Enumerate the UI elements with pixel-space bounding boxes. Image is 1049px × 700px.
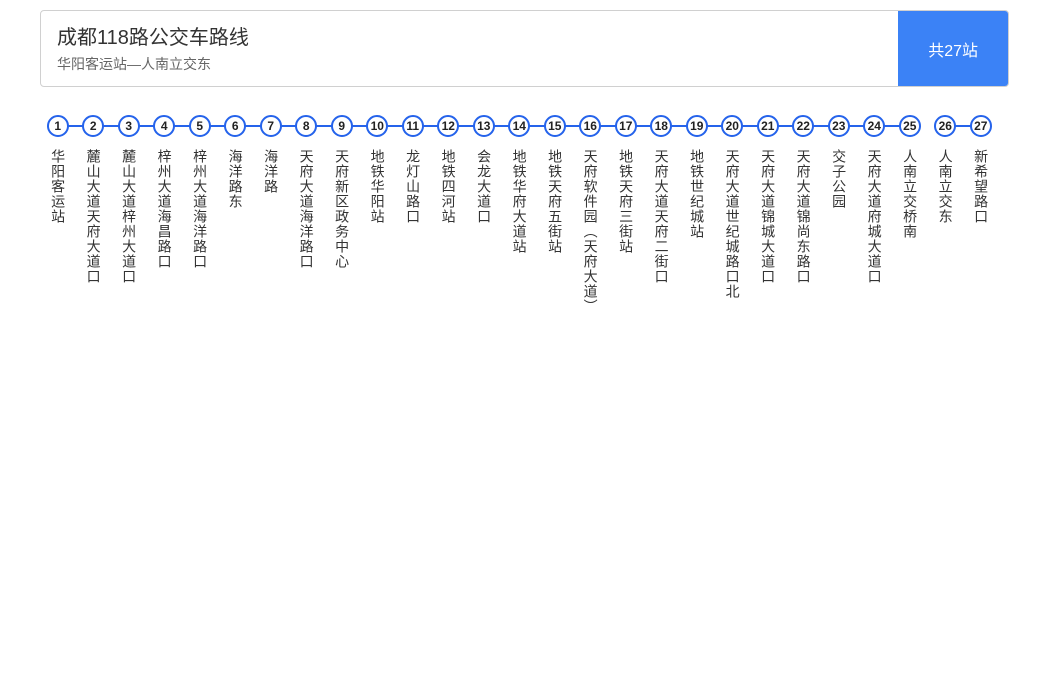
station-number: 10 <box>366 115 388 137</box>
station-number: 24 <box>863 115 885 137</box>
station[interactable]: 9 天府新区政务中心 <box>324 115 360 314</box>
station[interactable]: 19 地铁世纪城站 <box>679 115 715 314</box>
station-number: 2 <box>82 115 104 137</box>
station-count-badge: 共27站 <box>898 11 1008 86</box>
station-number: 9 <box>331 115 353 137</box>
station[interactable]: 10 地铁华阳站 <box>360 115 396 314</box>
station-number: 16 <box>579 115 601 137</box>
station-number: 11 <box>402 115 424 137</box>
station-number: 14 <box>508 115 530 137</box>
station[interactable]: 6 海洋路东 <box>218 115 254 314</box>
station[interactable]: 5 梓州大道海洋路口 <box>182 115 218 314</box>
station[interactable]: 8 天府大道海洋路口 <box>289 115 325 314</box>
station-number: 15 <box>544 115 566 137</box>
station-number: 19 <box>686 115 708 137</box>
station-name: 麓山大道梓州大道口 <box>120 149 137 284</box>
station[interactable]: 3 麓山大道梓州大道口 <box>111 115 147 314</box>
station[interactable]: 17 地铁天府三街站 <box>608 115 644 314</box>
station-name: 天府大道府城大道口 <box>866 149 883 284</box>
station-name: 华阳客运站 <box>49 149 66 224</box>
route-header-left: 成都118路公交车路线 华阳客运站—人南立交东 <box>41 11 898 86</box>
station-number: 18 <box>650 115 672 137</box>
station-name: 龙灯山路口 <box>404 149 421 224</box>
station[interactable]: 7 海洋路 <box>253 115 289 314</box>
station-name: 地铁华府大道站 <box>511 149 528 254</box>
station-name: 地铁华阳站 <box>369 149 386 224</box>
station-node-wrap: 1 <box>40 115 76 137</box>
station[interactable]: 18 天府大道天府二街口 <box>644 115 680 314</box>
station[interactable]: 12 地铁四河站 <box>431 115 467 314</box>
station-name: 天府大道世纪城路口北 <box>724 149 741 299</box>
station-number: 26 <box>934 115 956 137</box>
station-number: 12 <box>437 115 459 137</box>
station[interactable]: 26 人南立交东 <box>928 115 964 314</box>
station[interactable]: 1 华阳客运站 <box>40 115 76 314</box>
station[interactable]: 15 地铁天府五街站 <box>537 115 573 314</box>
station-name: 海洋路东 <box>227 149 244 209</box>
station[interactable]: 11 龙灯山路口 <box>395 115 431 314</box>
station[interactable]: 24 天府大道府城大道口 <box>857 115 893 314</box>
station-number: 13 <box>473 115 495 137</box>
station[interactable]: 23 交子公园 <box>821 115 857 314</box>
station-name: 会龙大道口 <box>475 149 492 224</box>
station-number: 8 <box>295 115 317 137</box>
station-name: 天府大道锦尚东路口 <box>795 149 812 284</box>
station-number: 25 <box>899 115 921 137</box>
station[interactable]: 2 麓山大道天府大道口 <box>76 115 112 314</box>
station-name: 地铁天府三街站 <box>617 149 634 254</box>
station-name: 梓州大道海洋路口 <box>191 149 208 269</box>
station-name: 天府大道天府二街口 <box>653 149 670 284</box>
station-number: 22 <box>792 115 814 137</box>
route-header: 成都118路公交车路线 华阳客运站—人南立交东 共27站 <box>40 10 1009 87</box>
station-name: 天府新区政务中心 <box>333 149 350 269</box>
route-title: 成都118路公交车路线 <box>57 21 882 50</box>
station-number: 1 <box>47 115 69 137</box>
station-name: 交子公园 <box>830 149 847 209</box>
station-name: 人南立交桥南 <box>901 149 918 239</box>
station-number: 17 <box>615 115 637 137</box>
station-number: 21 <box>757 115 779 137</box>
station-name: 梓州大道海昌路口 <box>156 149 173 269</box>
station[interactable]: 25 人南立交桥南 <box>892 115 928 314</box>
station-number: 5 <box>189 115 211 137</box>
station[interactable]: 22 天府大道锦尚东路口 <box>786 115 822 314</box>
station-name: 地铁四河站 <box>440 149 457 224</box>
station-number: 27 <box>970 115 992 137</box>
station-number: 6 <box>224 115 246 137</box>
station-name: 麓山大道天府大道口 <box>85 149 102 284</box>
station-name: 海洋路 <box>262 149 279 194</box>
station[interactable]: 14 地铁华府大道站 <box>502 115 538 314</box>
station-node-wrap: 26 <box>928 115 964 137</box>
station-number: 4 <box>153 115 175 137</box>
station[interactable]: 13 会龙大道口 <box>466 115 502 314</box>
route-map: 1 华阳客运站 2 麓山大道天府大道口 3 麓山大道梓州大道口 4 梓州大道海昌路口 5 梓州大道… <box>40 115 1009 314</box>
station[interactable]: 4 梓州大道海昌路口 <box>147 115 183 314</box>
route-subtitle: 华阳客运站—人南立交东 <box>57 54 882 74</box>
station[interactable]: 27 新希望路口 <box>963 115 999 314</box>
station-name: 天府大道海洋路口 <box>298 149 315 269</box>
station-number: 23 <box>828 115 850 137</box>
station[interactable]: 16 天府软件园（天府大道） <box>573 115 609 314</box>
station-number: 20 <box>721 115 743 137</box>
station-number: 3 <box>118 115 140 137</box>
station-number: 7 <box>260 115 282 137</box>
station-name: 天府大道锦城大道口 <box>759 149 776 284</box>
station-name: 地铁世纪城站 <box>688 149 705 239</box>
station-name: 人南立交东 <box>937 149 954 224</box>
station[interactable]: 21 天府大道锦城大道口 <box>750 115 786 314</box>
station-name: 天府软件园（天府大道） <box>582 149 599 314</box>
station-name: 地铁天府五街站 <box>546 149 563 254</box>
station-name: 新希望路口 <box>972 149 989 224</box>
station[interactable]: 20 天府大道世纪城路口北 <box>715 115 751 314</box>
